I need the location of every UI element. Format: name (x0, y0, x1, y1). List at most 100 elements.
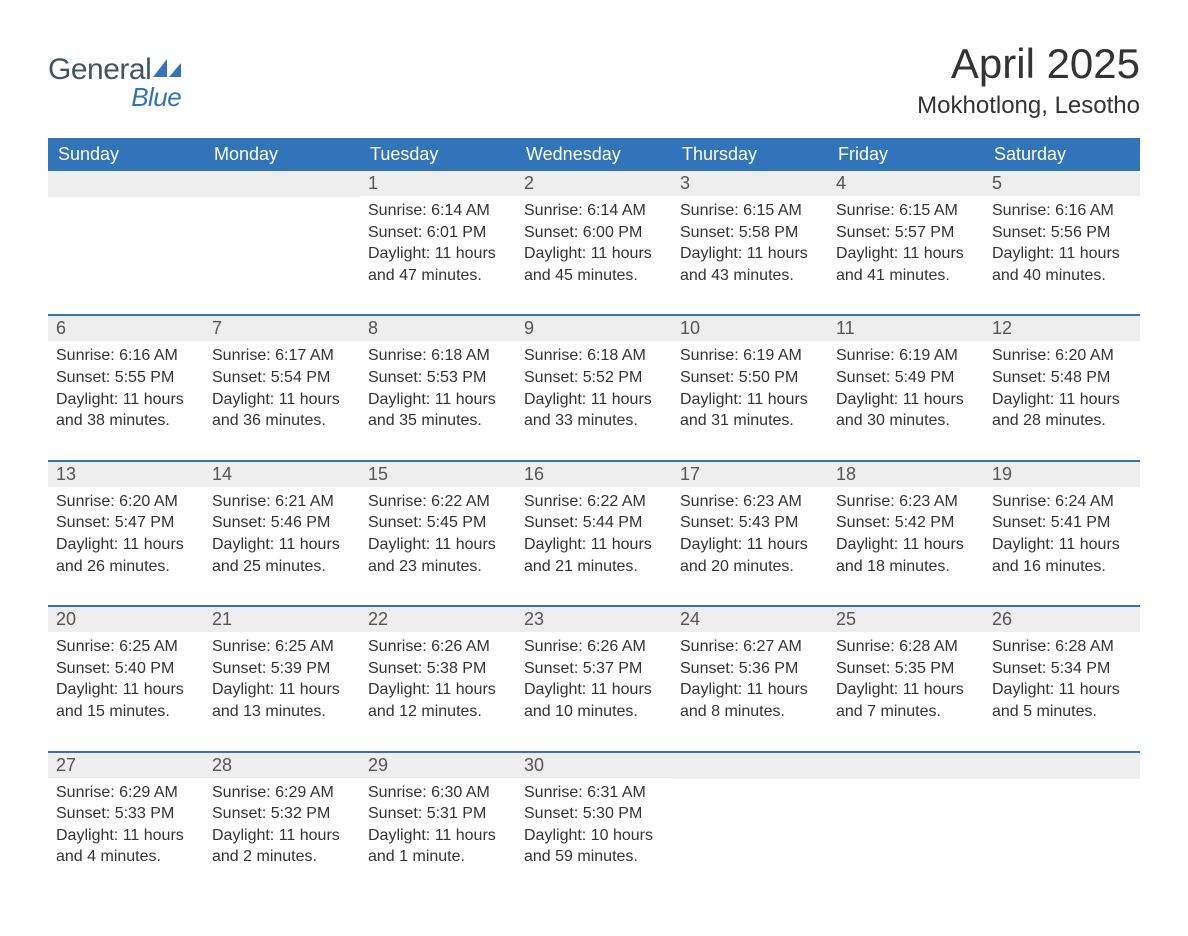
day-detail-line: Sunrise: 6:19 AM (680, 345, 820, 367)
day-detail-line: Daylight: 11 hours and 43 minutes. (680, 243, 820, 286)
day-details: Sunrise: 6:27 AMSunset: 5:36 PMDaylight:… (672, 632, 828, 750)
day-number: 21 (204, 607, 360, 632)
day-detail-line: Sunset: 5:34 PM (992, 658, 1132, 680)
day-number: 24 (672, 607, 828, 632)
day-number: 14 (204, 462, 360, 487)
title-block: April 2025 Mokhotlong, Lesotho (917, 40, 1140, 130)
day-details (984, 779, 1140, 889)
page-title: April 2025 (917, 40, 1140, 88)
day-details: Sunrise: 6:20 AMSunset: 5:48 PMDaylight:… (984, 341, 1140, 459)
day-detail-line: Sunrise: 6:16 AM (992, 200, 1132, 222)
day-detail-line: Sunset: 5:49 PM (836, 367, 976, 389)
day-detail-line: Sunrise: 6:19 AM (836, 345, 976, 367)
day-detail-line: Sunrise: 6:28 AM (836, 636, 976, 658)
day-number: 12 (984, 316, 1140, 341)
calendar-week: 1Sunrise: 6:14 AMSunset: 6:01 PMDaylight… (48, 171, 1140, 315)
calendar-cell: 28Sunrise: 6:29 AMSunset: 5:32 PMDayligh… (204, 752, 360, 896)
day-details: Sunrise: 6:16 AMSunset: 5:55 PMDaylight:… (48, 341, 204, 459)
day-detail-line: Sunset: 5:58 PM (680, 222, 820, 244)
day-detail-line: Daylight: 11 hours and 40 minutes. (992, 243, 1132, 286)
weekday-header: Sunday (48, 138, 204, 171)
day-detail-line: Daylight: 11 hours and 47 minutes. (368, 243, 508, 286)
day-number: 30 (516, 753, 672, 778)
day-details: Sunrise: 6:19 AMSunset: 5:50 PMDaylight:… (672, 341, 828, 459)
calendar-cell: 26Sunrise: 6:28 AMSunset: 5:34 PMDayligh… (984, 606, 1140, 751)
day-detail-line: Sunset: 5:35 PM (836, 658, 976, 680)
day-details: Sunrise: 6:26 AMSunset: 5:37 PMDaylight:… (516, 632, 672, 750)
day-details: Sunrise: 6:18 AMSunset: 5:52 PMDaylight:… (516, 341, 672, 459)
day-detail-line: Sunset: 5:46 PM (212, 512, 352, 534)
day-detail-line: Sunset: 5:39 PM (212, 658, 352, 680)
day-detail-line: Sunset: 5:43 PM (680, 512, 820, 534)
calendar-cell: 27Sunrise: 6:29 AMSunset: 5:33 PMDayligh… (48, 752, 204, 896)
day-details: Sunrise: 6:19 AMSunset: 5:49 PMDaylight:… (828, 341, 984, 459)
day-details: Sunrise: 6:28 AMSunset: 5:34 PMDaylight:… (984, 632, 1140, 750)
day-detail-line: Sunrise: 6:28 AM (992, 636, 1132, 658)
day-detail-line: Daylight: 11 hours and 28 minutes. (992, 389, 1132, 432)
calendar-cell: 2Sunrise: 6:14 AMSunset: 6:00 PMDaylight… (516, 171, 672, 315)
calendar-cell (672, 752, 828, 896)
calendar-cell: 30Sunrise: 6:31 AMSunset: 5:30 PMDayligh… (516, 752, 672, 896)
day-detail-line: Sunrise: 6:17 AM (212, 345, 352, 367)
day-number: 11 (828, 316, 984, 341)
day-details: Sunrise: 6:16 AMSunset: 5:56 PMDaylight:… (984, 196, 1140, 314)
day-detail-line: Sunset: 5:56 PM (992, 222, 1132, 244)
day-number (672, 753, 828, 779)
calendar-cell: 18Sunrise: 6:23 AMSunset: 5:42 PMDayligh… (828, 461, 984, 606)
calendar-week: 13Sunrise: 6:20 AMSunset: 5:47 PMDayligh… (48, 461, 1140, 606)
day-detail-line: Daylight: 11 hours and 21 minutes. (524, 534, 664, 577)
page-subtitle: Mokhotlong, Lesotho (917, 92, 1140, 120)
day-details: Sunrise: 6:24 AMSunset: 5:41 PMDaylight:… (984, 487, 1140, 605)
brand-text-1: General (48, 56, 151, 85)
calendar-cell: 10Sunrise: 6:19 AMSunset: 5:50 PMDayligh… (672, 315, 828, 460)
day-detail-line: Sunrise: 6:14 AM (368, 200, 508, 222)
day-detail-line: Daylight: 11 hours and 35 minutes. (368, 389, 508, 432)
calendar-cell: 5Sunrise: 6:16 AMSunset: 5:56 PMDaylight… (984, 171, 1140, 315)
calendar-cell (984, 752, 1140, 896)
day-detail-line: Sunrise: 6:29 AM (212, 782, 352, 804)
brand-text-2: Blue (131, 85, 181, 110)
calendar-cell (48, 171, 204, 315)
day-number (48, 171, 204, 197)
day-details: Sunrise: 6:14 AMSunset: 6:00 PMDaylight:… (516, 196, 672, 314)
day-number: 5 (984, 171, 1140, 196)
day-details: Sunrise: 6:22 AMSunset: 5:44 PMDaylight:… (516, 487, 672, 605)
day-detail-line: Sunrise: 6:29 AM (56, 782, 196, 804)
day-detail-line: Sunset: 5:31 PM (368, 803, 508, 825)
day-detail-line: Sunrise: 6:18 AM (524, 345, 664, 367)
calendar-cell: 14Sunrise: 6:21 AMSunset: 5:46 PMDayligh… (204, 461, 360, 606)
day-details: Sunrise: 6:29 AMSunset: 5:32 PMDaylight:… (204, 778, 360, 896)
calendar-cell: 4Sunrise: 6:15 AMSunset: 5:57 PMDaylight… (828, 171, 984, 315)
day-number: 3 (672, 171, 828, 196)
day-detail-line: Sunrise: 6:23 AM (836, 491, 976, 513)
day-detail-line: Sunrise: 6:22 AM (524, 491, 664, 513)
day-detail-line: Sunset: 5:55 PM (56, 367, 196, 389)
calendar-cell: 25Sunrise: 6:28 AMSunset: 5:35 PMDayligh… (828, 606, 984, 751)
day-details (48, 197, 204, 307)
day-detail-line: Daylight: 11 hours and 12 minutes. (368, 679, 508, 722)
day-details: Sunrise: 6:15 AMSunset: 5:57 PMDaylight:… (828, 196, 984, 314)
day-detail-line: Sunset: 5:40 PM (56, 658, 196, 680)
day-detail-line: Sunrise: 6:25 AM (212, 636, 352, 658)
day-number: 2 (516, 171, 672, 196)
day-detail-line: Sunset: 5:47 PM (56, 512, 196, 534)
day-detail-line: Daylight: 11 hours and 30 minutes. (836, 389, 976, 432)
weekday-header: Wednesday (516, 138, 672, 171)
day-detail-line: Daylight: 11 hours and 26 minutes. (56, 534, 196, 577)
day-number: 10 (672, 316, 828, 341)
day-details: Sunrise: 6:25 AMSunset: 5:40 PMDaylight:… (48, 632, 204, 750)
day-number: 22 (360, 607, 516, 632)
day-detail-line: Sunrise: 6:24 AM (992, 491, 1132, 513)
calendar-cell: 15Sunrise: 6:22 AMSunset: 5:45 PMDayligh… (360, 461, 516, 606)
calendar-cell: 20Sunrise: 6:25 AMSunset: 5:40 PMDayligh… (48, 606, 204, 751)
day-detail-line: Sunset: 5:57 PM (836, 222, 976, 244)
day-details: Sunrise: 6:23 AMSunset: 5:43 PMDaylight:… (672, 487, 828, 605)
calendar-body: 1Sunrise: 6:14 AMSunset: 6:01 PMDaylight… (48, 171, 1140, 896)
day-detail-line: Sunrise: 6:21 AM (212, 491, 352, 513)
day-detail-line: Daylight: 11 hours and 8 minutes. (680, 679, 820, 722)
day-number: 17 (672, 462, 828, 487)
day-number: 4 (828, 171, 984, 196)
day-details: Sunrise: 6:15 AMSunset: 5:58 PMDaylight:… (672, 196, 828, 314)
day-detail-line: Daylight: 11 hours and 15 minutes. (56, 679, 196, 722)
day-details: Sunrise: 6:23 AMSunset: 5:42 PMDaylight:… (828, 487, 984, 605)
